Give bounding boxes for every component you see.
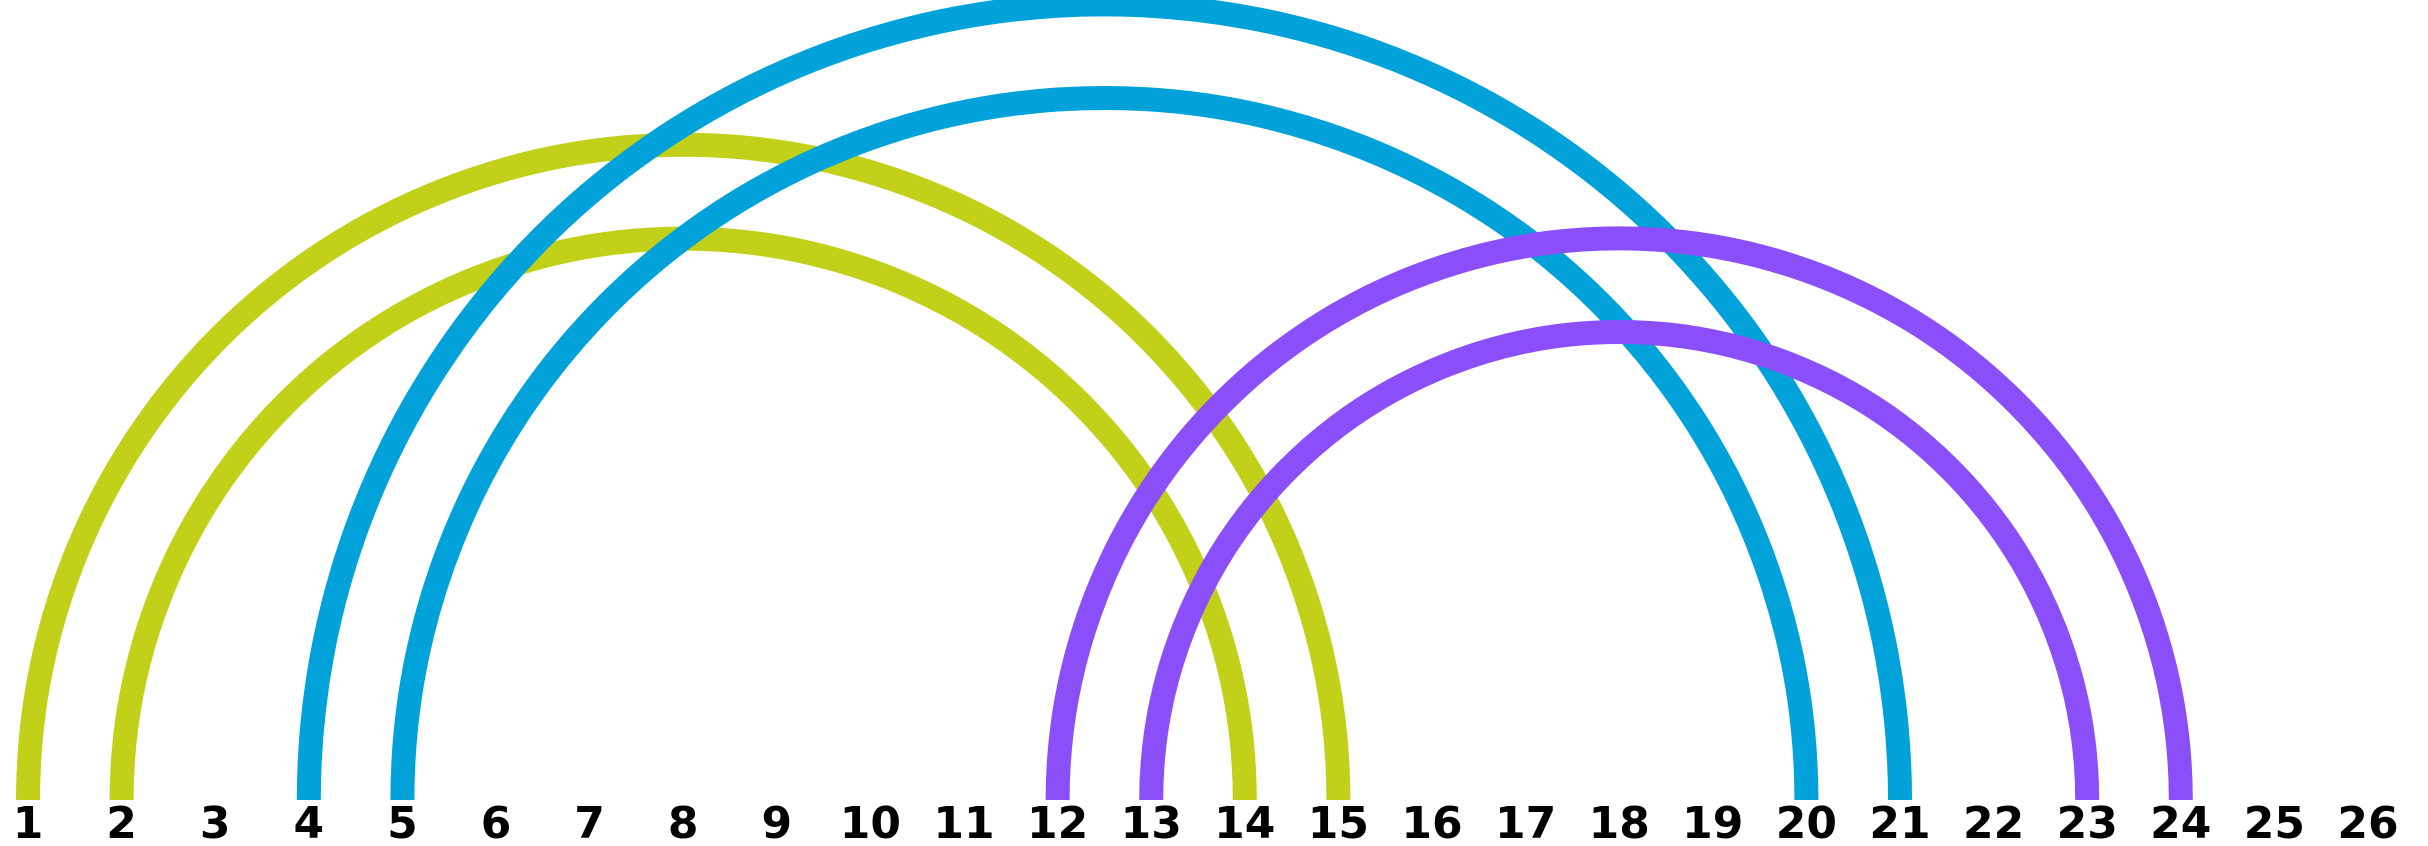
position-label-8: 8 xyxy=(668,798,699,846)
position-label-24: 24 xyxy=(2150,798,2211,846)
position-label-15: 15 xyxy=(1308,798,1369,846)
arc-2-14 xyxy=(109,226,1257,801)
position-label-16: 16 xyxy=(1401,798,1462,846)
position-labels: 1 2 3 4 5 6 7 8 9 10 11 12 13 14 15 16 17 18 19 20 21 22 23 24 2… xyxy=(13,798,2399,846)
position-label-11: 11 xyxy=(933,798,994,846)
position-label-23: 23 xyxy=(2057,798,2118,846)
position-label-21: 21 xyxy=(1869,798,1930,846)
position-label-26: 26 xyxy=(2337,798,2398,846)
position-label-13: 13 xyxy=(1121,798,1182,846)
arc-13-23 xyxy=(1139,320,2100,801)
position-label-10: 10 xyxy=(840,798,901,846)
position-label-25: 25 xyxy=(2244,798,2305,846)
position-label-22: 22 xyxy=(1963,798,2024,846)
arc-5-20 xyxy=(390,86,1819,801)
position-label-20: 20 xyxy=(1776,798,1837,846)
position-label-1: 1 xyxy=(13,798,44,846)
position-label-18: 18 xyxy=(1589,798,1650,846)
position-label-4: 4 xyxy=(293,798,324,846)
arc-12-24 xyxy=(1045,226,2193,801)
position-label-17: 17 xyxy=(1495,798,1556,846)
position-label-6: 6 xyxy=(481,798,512,846)
position-label-7: 7 xyxy=(574,798,605,846)
position-label-14: 14 xyxy=(1214,798,1275,846)
position-label-3: 3 xyxy=(200,798,231,846)
position-label-2: 2 xyxy=(106,798,137,846)
arc-4-21 xyxy=(296,0,1912,801)
position-label-5: 5 xyxy=(387,798,418,846)
position-label-19: 19 xyxy=(1682,798,1743,846)
position-label-12: 12 xyxy=(1027,798,1088,846)
position-label-9: 9 xyxy=(761,798,792,846)
arcs-layer xyxy=(16,0,2193,801)
